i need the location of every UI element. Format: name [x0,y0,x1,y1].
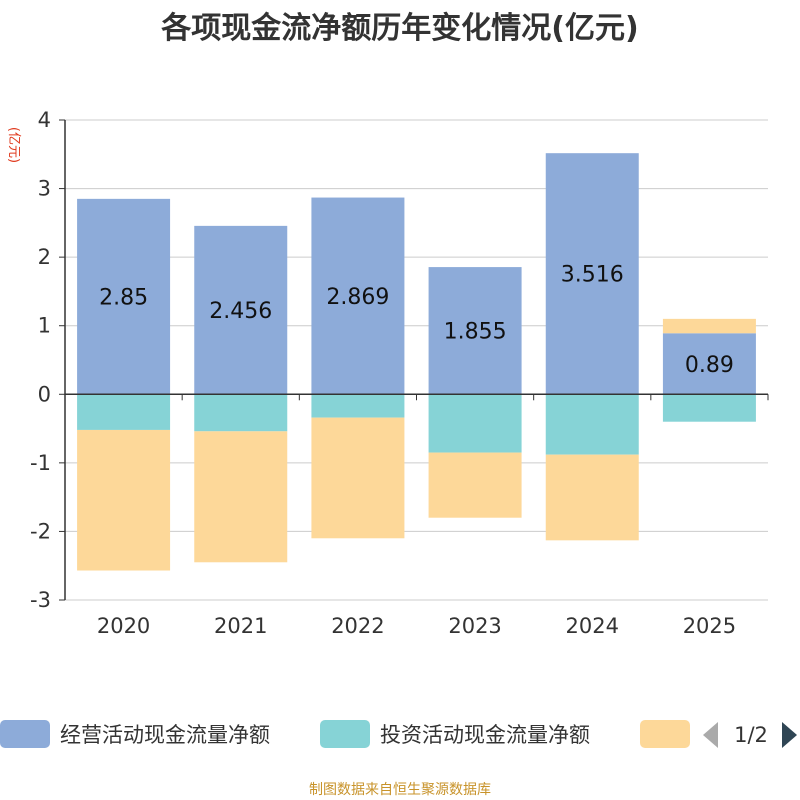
bar-2020-series-3[interactable] [77,430,170,571]
y-tick-label: 4 [38,108,51,132]
legend-prev-page-icon[interactable] [703,722,718,748]
legend-label-series-1[interactable]: 经营活动现金流量净额 [60,723,270,747]
data-label-2023: 1.855 [444,320,507,345]
y-tick-label: 3 [38,177,51,201]
bar-2022-series-3[interactable] [311,418,404,539]
bar-2024-series-2[interactable] [546,394,639,454]
data-label-2024: 3.516 [561,263,624,288]
x-tick-label: 2022 [331,614,384,638]
y-axis-unit-label: (亿元) [6,127,21,163]
legend-label-series-2[interactable]: 投资活动现金流量净额 [380,723,590,747]
data-label-2025: 0.89 [685,353,734,378]
legend: 经营活动现金流量净额 投资活动现金流量净额 1/2 [0,720,797,748]
x-tick-label: 2023 [448,614,501,638]
legend-swatch-series-2[interactable] [320,720,370,748]
data-label-2020: 2.85 [99,286,148,311]
bars-layer [77,153,756,570]
y-tick-label: -3 [30,588,51,612]
bar-2025-series-2[interactable] [663,394,756,421]
bar-2025-series-3[interactable] [663,319,756,333]
bar-2021-series-2[interactable] [194,394,287,431]
y-tick-label: -2 [30,519,51,543]
data-label-2022: 2.869 [326,285,389,310]
y-tick-label: 0 [38,382,51,406]
x-tick-label: 2024 [566,614,619,638]
legend-swatch-series-3[interactable] [640,720,690,748]
x-tick-label: 2020 [97,614,150,638]
bar-2022-series-2[interactable] [311,394,404,417]
data-label-2021: 2.456 [209,299,272,324]
cash-flow-chart: 各项现金流净额历年变化情况(亿元) (亿元) 4 3 2 1 0 -1 -2 -3 2020 20… [0,0,800,800]
x-tick-label: 2025 [683,614,736,638]
y-tick-label: 2 [38,245,51,269]
bar-2020-series-2[interactable] [77,394,170,430]
bar-2023-series-3[interactable] [429,453,522,518]
chart-title: 各项现金流净额历年变化情况(亿元) [160,11,638,46]
x-tick-label: 2021 [214,614,267,638]
bar-2023-series-2[interactable] [429,394,522,452]
y-tick-label: 1 [38,314,51,338]
source-note: 制图数据来自恒生聚源数据库 [309,782,491,798]
legend-page-indicator: 1/2 [734,723,768,747]
y-tick-label: -1 [30,451,51,475]
bar-2021-series-3[interactable] [194,431,287,562]
legend-swatch-series-1[interactable] [0,720,50,748]
bar-2024-series-3[interactable] [546,455,639,541]
grid-lines [65,120,768,600]
legend-next-page-icon[interactable] [782,722,797,748]
